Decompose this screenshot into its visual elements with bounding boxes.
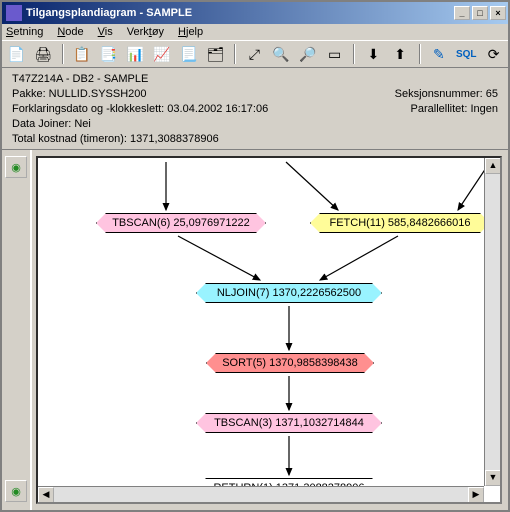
info-explain: Forklaringsdato og -klokkeslett: 03.04.2…: [12, 102, 268, 117]
titlebar: Tilgangsplandiagram - SAMPLE _ □ ×: [2, 2, 508, 24]
info-datajoiner: Data Joiner: Nei: [12, 117, 91, 132]
tb-sql-icon[interactable]: SQL: [455, 43, 477, 65]
vertical-scrollbar[interactable]: ▲ ▼: [484, 158, 500, 486]
menu-vis[interactable]: Vis: [98, 26, 113, 38]
info-parallel: Parallellitet: Ingen: [411, 102, 498, 117]
info-package: Pakke: NULLID.SYSSH200: [12, 87, 147, 102]
canvas-wrap: TBSCAN(6) 25,0976971222 FETCH(11) 585,84…: [32, 150, 508, 510]
node-label: TBSCAN(6) 25,0976971222: [112, 217, 250, 229]
node-fetch11[interactable]: FETCH(11) 585,8482666016: [310, 213, 490, 233]
menu-setning[interactable]: Setning: [6, 26, 43, 38]
tb-zoomfit-icon[interactable]: ⤢: [244, 43, 265, 65]
tb-chart-icon[interactable]: 📈: [152, 43, 173, 65]
node-tbscan6[interactable]: TBSCAN(6) 25,0976971222: [96, 213, 266, 233]
tb-list-icon[interactable]: 📃: [179, 43, 200, 65]
menu-hjelp[interactable]: Hjelp: [178, 26, 203, 38]
node-label: NLJOIN(7) 1370,2226562500: [217, 287, 361, 299]
scroll-down-button[interactable]: ▼: [485, 470, 501, 486]
tb-up-icon[interactable]: ⬆: [390, 43, 411, 65]
node-sort5[interactable]: SORT(5) 1370,9858398438: [206, 353, 374, 373]
menubar: Setning Node Vis Verktøy Hjelp: [2, 24, 508, 40]
tb-sheet2-icon[interactable]: 📑: [98, 43, 119, 65]
scroll-track[interactable]: [485, 174, 500, 470]
side-overview-icon[interactable]: ◉: [5, 156, 27, 178]
tb-sep: [234, 44, 236, 64]
tb-sep: [419, 44, 421, 64]
node-label: TBSCAN(3) 1371,1032714844: [214, 417, 364, 429]
tb-sep: [353, 44, 355, 64]
tb-doc-icon[interactable]: 📄: [6, 43, 27, 65]
tb-zoomout-icon[interactable]: 🔎: [298, 43, 319, 65]
tb-box-icon[interactable]: ▭: [324, 43, 345, 65]
side-overview2-icon[interactable]: ◉: [5, 480, 27, 502]
tb-sep: [62, 44, 64, 64]
diagram-canvas[interactable]: TBSCAN(6) 25,0976971222 FETCH(11) 585,84…: [36, 156, 502, 504]
scroll-track[interactable]: [54, 487, 468, 502]
scroll-left-button[interactable]: ◀: [38, 487, 54, 503]
scroll-up-button[interactable]: ▲: [485, 158, 501, 174]
scroll-right-button[interactable]: ▶: [468, 487, 484, 503]
info-totalcost: Total kostnad (timeron): 1371,3088378906: [12, 132, 219, 147]
maximize-button[interactable]: □: [472, 6, 488, 20]
tb-stats-icon[interactable]: 📊: [125, 43, 146, 65]
window-title: Tilgangsplandiagram - SAMPLE: [26, 7, 452, 19]
workarea: ◉ ◉: [2, 149, 508, 510]
horizontal-scrollbar[interactable]: ◀ ▶: [38, 486, 484, 502]
toolbar: 📄 🖨 📋 📑 📊 📈 📃 🗂 ⤢ 🔍 🔎 ▭ ⬇ ⬆ ✎ SQL ⟳: [2, 40, 508, 68]
minimize-button[interactable]: _: [454, 6, 470, 20]
menu-verktoy[interactable]: Verktøy: [127, 26, 164, 38]
tb-print-icon[interactable]: 🖨: [33, 43, 54, 65]
tb-sheet1-icon[interactable]: 📋: [72, 43, 93, 65]
node-label: SORT(5) 1370,9858398438: [222, 357, 358, 369]
node-nljoin7[interactable]: NLJOIN(7) 1370,2226562500: [196, 283, 382, 303]
tb-table-icon[interactable]: 🗂: [205, 43, 226, 65]
app-icon: [6, 5, 22, 21]
tb-refresh-icon[interactable]: ⟳: [483, 43, 504, 65]
node-tbscan3[interactable]: TBSCAN(3) 1371,1032714844: [196, 413, 382, 433]
diagram-edges: [38, 158, 500, 502]
info-panel: T47Z214A - DB2 - SAMPLE Pakke: NULLID.SY…: [2, 68, 508, 149]
sidebar: ◉ ◉: [2, 150, 32, 510]
info-db: T47Z214A - DB2 - SAMPLE: [12, 72, 148, 87]
info-section: Seksjonsnummer: 65: [395, 87, 498, 102]
tb-down-icon[interactable]: ⬇: [363, 43, 384, 65]
main-window: Tilgangsplandiagram - SAMPLE _ □ × Setni…: [0, 0, 510, 512]
tb-zoomin-icon[interactable]: 🔍: [271, 43, 292, 65]
menu-node[interactable]: Node: [57, 26, 83, 38]
close-button[interactable]: ×: [490, 6, 506, 20]
tb-edit-icon[interactable]: ✎: [429, 43, 450, 65]
node-label: FETCH(11) 585,8482666016: [329, 217, 470, 229]
